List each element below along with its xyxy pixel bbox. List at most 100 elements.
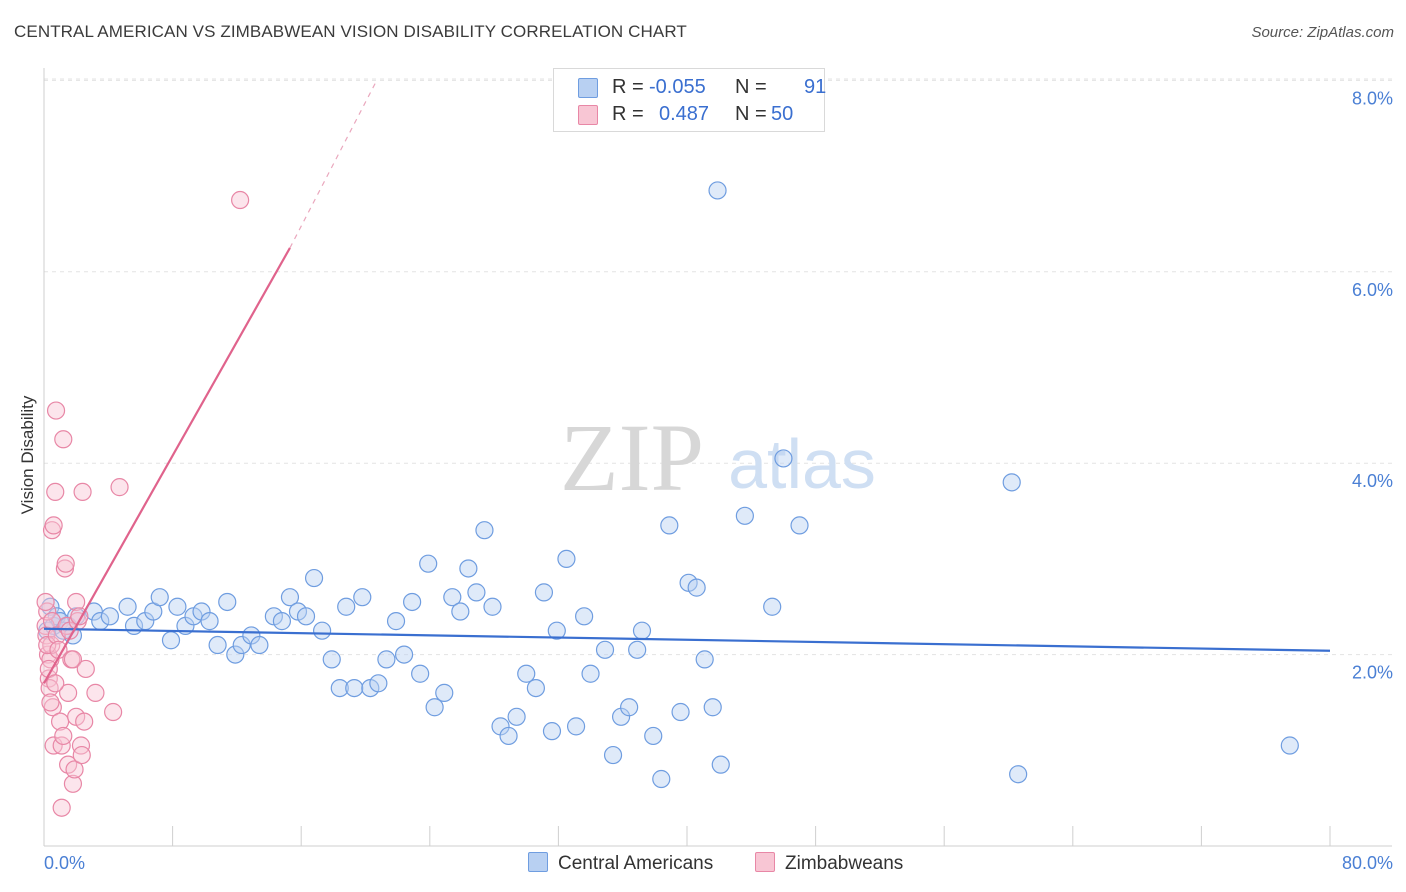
bottom-legend-swatch-pink	[755, 852, 775, 872]
data-point	[40, 678, 59, 698]
data-point	[1280, 736, 1299, 755]
legend-r-value: 0.487	[659, 103, 710, 125]
trend-line-zimbabweans-extension	[289, 80, 378, 249]
data-point	[652, 769, 671, 789]
data-point	[36, 592, 55, 612]
data-point	[435, 683, 454, 702]
data-point	[790, 516, 809, 535]
bottom-legend-zimbabweans[interactable]: Zimbabweans	[755, 852, 903, 875]
data-point	[100, 607, 120, 626]
data-point	[575, 607, 594, 626]
data-point	[280, 588, 300, 607]
data-point	[54, 726, 73, 746]
data-point	[272, 612, 292, 631]
data-point	[499, 726, 518, 746]
series-central-americans	[38, 181, 1299, 789]
data-point	[603, 745, 623, 765]
legend-r-value: -0.055	[649, 76, 706, 98]
data-point	[403, 592, 422, 612]
legend-n-label: N =	[735, 103, 767, 125]
legend-n-label: N =	[735, 76, 767, 98]
data-point	[150, 588, 169, 607]
data-point	[52, 798, 71, 817]
data-point	[56, 554, 75, 573]
bottom-legend-central-americans[interactable]: Central Americans	[528, 852, 713, 875]
x-tick-label: 80.0%	[1342, 853, 1393, 873]
data-point	[312, 621, 332, 640]
watermark-zip: ZIP	[560, 404, 704, 511]
bottom-legend-label: Central Americans	[558, 853, 714, 874]
data-point	[483, 597, 502, 616]
data-point	[708, 181, 727, 200]
data-point	[226, 645, 245, 664]
data-point	[411, 664, 430, 683]
data-point	[63, 774, 83, 793]
data-point	[161, 631, 181, 650]
trend-line-zimbabweans	[43, 247, 291, 684]
data-point	[394, 645, 414, 664]
data-point	[735, 506, 754, 525]
data-point	[774, 449, 793, 468]
data-point	[467, 583, 486, 602]
trend-lines	[43, 80, 1331, 684]
data-point	[1002, 473, 1021, 492]
data-point	[76, 659, 95, 679]
data-point	[86, 683, 105, 702]
data-point	[322, 650, 341, 669]
data-point	[425, 698, 444, 717]
trend-line-central-americans	[43, 627, 1331, 652]
data-point	[330, 678, 349, 698]
correlation-legend: R = -0.055 N = 91 R = 0.487 N = 50	[553, 68, 827, 132]
data-point	[110, 478, 129, 497]
data-point	[507, 707, 526, 726]
data-point	[671, 702, 690, 722]
legend-n-value: 91	[804, 76, 827, 98]
x-tick-label: 0.0%	[44, 853, 85, 873]
bottom-legend-swatch-blue	[528, 852, 548, 872]
data-point	[345, 678, 364, 698]
data-point	[46, 482, 65, 502]
data-point	[75, 712, 94, 731]
data-point	[231, 190, 250, 210]
data-point	[118, 597, 137, 616]
data-point	[71, 736, 91, 755]
data-point	[59, 683, 78, 702]
data-point	[54, 430, 73, 449]
legend-n-value: 50	[771, 103, 794, 125]
data-point	[353, 588, 372, 607]
data-point	[43, 698, 62, 717]
legend-r-label: R =	[612, 76, 644, 98]
watermark-atlas: atlas	[728, 425, 876, 503]
data-point	[168, 597, 187, 616]
data-point	[628, 640, 647, 659]
data-point	[46, 401, 66, 420]
data-point	[200, 612, 219, 631]
legend-swatch-blue	[578, 78, 598, 98]
data-point	[369, 674, 388, 693]
data-point	[557, 549, 576, 569]
data-point	[632, 621, 652, 640]
data-point	[38, 635, 57, 655]
data-point	[443, 588, 462, 607]
data-point	[208, 635, 227, 655]
data-point	[711, 755, 730, 774]
data-point	[218, 592, 237, 612]
watermark: ZIP atlas	[560, 404, 876, 511]
data-point	[566, 717, 586, 736]
data-point	[644, 726, 663, 746]
series-zimbabweans	[36, 190, 250, 817]
data-point	[475, 521, 494, 540]
data-point	[451, 602, 470, 621]
data-point	[419, 554, 438, 573]
data-point	[296, 607, 316, 626]
data-point	[542, 722, 562, 741]
gridlines	[44, 78, 1392, 656]
data-point	[1009, 765, 1028, 784]
data-point	[660, 516, 679, 535]
axes	[43, 68, 1392, 847]
data-point	[73, 482, 92, 502]
data-point	[41, 693, 60, 712]
data-point	[595, 640, 615, 659]
data-point	[703, 698, 722, 717]
